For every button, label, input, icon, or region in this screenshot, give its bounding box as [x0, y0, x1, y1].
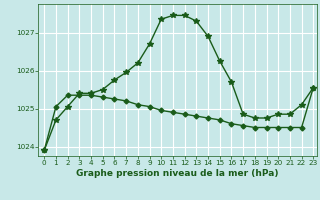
X-axis label: Graphe pression niveau de la mer (hPa): Graphe pression niveau de la mer (hPa): [76, 169, 279, 178]
